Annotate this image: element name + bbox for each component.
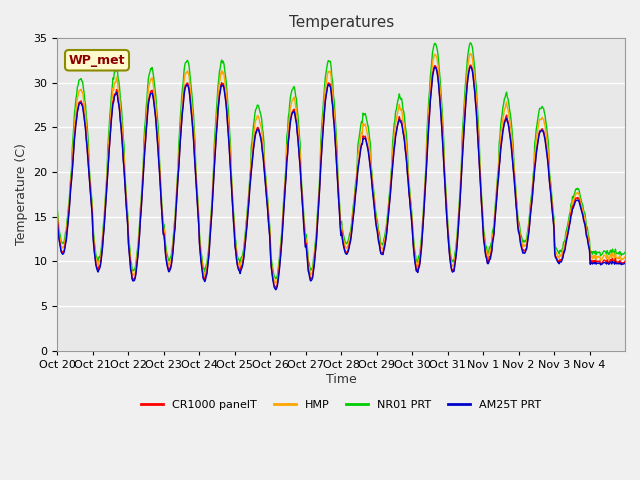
Line: CR1000 panelT: CR1000 panelT <box>58 65 625 288</box>
Y-axis label: Temperature (C): Temperature (C) <box>15 144 28 245</box>
AM25T PRT <box>433 66 440 72</box>
CR1000 panelT <box>467 62 474 68</box>
HMP <box>467 50 474 56</box>
AM25T PRT <box>225 132 232 137</box>
NR01 PRT <box>621 250 629 255</box>
NR01 PRT <box>275 262 282 268</box>
HMP <box>401 124 408 130</box>
AM25T PRT <box>621 260 629 266</box>
AM25T PRT <box>401 139 408 144</box>
Line: AM25T PRT: AM25T PRT <box>58 67 625 290</box>
HMP <box>272 280 280 286</box>
CR1000 panelT <box>275 271 282 277</box>
HMP <box>54 211 61 217</box>
NR01 PRT <box>433 43 440 48</box>
NR01 PRT <box>272 276 280 282</box>
Line: NR01 PRT: NR01 PRT <box>58 43 625 279</box>
Legend: CR1000 panelT, HMP, NR01 PRT, AM25T PRT: CR1000 panelT, HMP, NR01 PRT, AM25T PRT <box>137 395 546 414</box>
HMP <box>275 266 282 272</box>
CR1000 panelT <box>621 258 629 264</box>
HMP <box>621 254 629 260</box>
X-axis label: Time: Time <box>326 372 356 385</box>
AM25T PRT <box>467 64 474 70</box>
AM25T PRT <box>54 219 61 225</box>
Text: WP_met: WP_met <box>68 54 125 67</box>
CR1000 panelT <box>253 128 260 133</box>
CR1000 panelT <box>401 137 408 143</box>
HMP <box>253 117 260 122</box>
NR01 PRT <box>467 40 474 46</box>
HMP <box>120 152 128 157</box>
CR1000 panelT <box>120 164 128 170</box>
CR1000 panelT <box>433 65 440 71</box>
Title: Temperatures: Temperatures <box>289 15 394 30</box>
AM25T PRT <box>120 167 128 172</box>
CR1000 panelT <box>272 285 280 291</box>
AM25T PRT <box>272 287 280 293</box>
HMP <box>225 118 232 123</box>
NR01 PRT <box>54 207 61 213</box>
AM25T PRT <box>275 274 282 279</box>
Line: HMP: HMP <box>58 53 625 283</box>
CR1000 panelT <box>54 216 61 222</box>
NR01 PRT <box>120 142 128 147</box>
HMP <box>433 54 440 60</box>
NR01 PRT <box>401 114 408 120</box>
NR01 PRT <box>253 106 260 111</box>
NR01 PRT <box>225 107 232 113</box>
AM25T PRT <box>253 129 260 135</box>
CR1000 panelT <box>225 130 232 135</box>
